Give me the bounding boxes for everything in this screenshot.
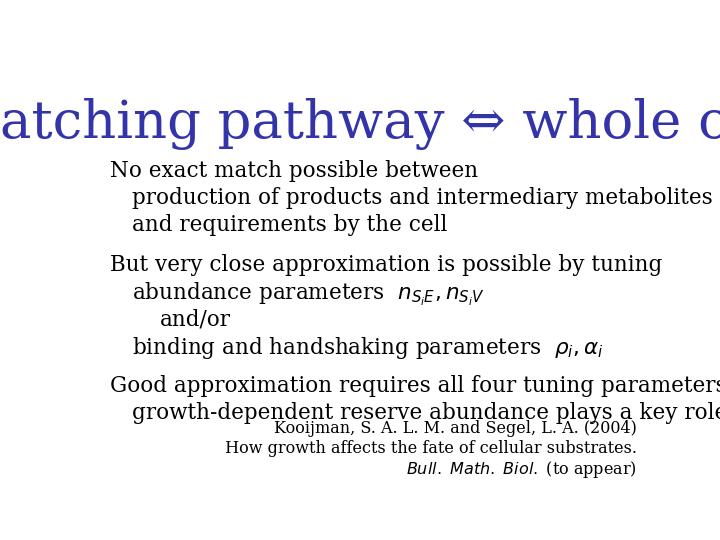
Text: Good approximation requires all four tuning parameters per node: Good approximation requires all four tun… bbox=[109, 375, 720, 396]
Text: production of products and intermediary metabolites by pathway: production of products and intermediary … bbox=[132, 187, 720, 210]
Text: growth-dependent reserve abundance plays a key role in tuning: growth-dependent reserve abundance plays… bbox=[132, 402, 720, 423]
Text: No exact match possible between: No exact match possible between bbox=[109, 160, 477, 183]
Text: Kooijman, S. A. L. M. and Segel, L. A. (2004): Kooijman, S. A. L. M. and Segel, L. A. (… bbox=[274, 420, 637, 437]
Text: and/or: and/or bbox=[160, 308, 230, 330]
Text: How growth affects the fate of cellular substrates.: How growth affects the fate of cellular … bbox=[220, 440, 637, 457]
Text: abundance parameters  $n_{S_iE}, n_{S_iV}$: abundance parameters $n_{S_iE}, n_{S_iV}… bbox=[132, 281, 485, 308]
Text: $\mathit{Bull.\ Math.\ Biol.}$ (to appear): $\mathit{Bull.\ Math.\ Biol.}$ (to appea… bbox=[406, 460, 637, 481]
Text: and requirements by the cell: and requirements by the cell bbox=[132, 214, 447, 237]
Text: binding and handshaking parameters  $\rho_i, \alpha_i$: binding and handshaking parameters $\rho… bbox=[132, 335, 604, 361]
Text: Matching pathway ⇔ whole cell: Matching pathway ⇔ whole cell bbox=[0, 98, 720, 150]
Text: But very close approximation is possible by tuning: But very close approximation is possible… bbox=[109, 254, 662, 276]
